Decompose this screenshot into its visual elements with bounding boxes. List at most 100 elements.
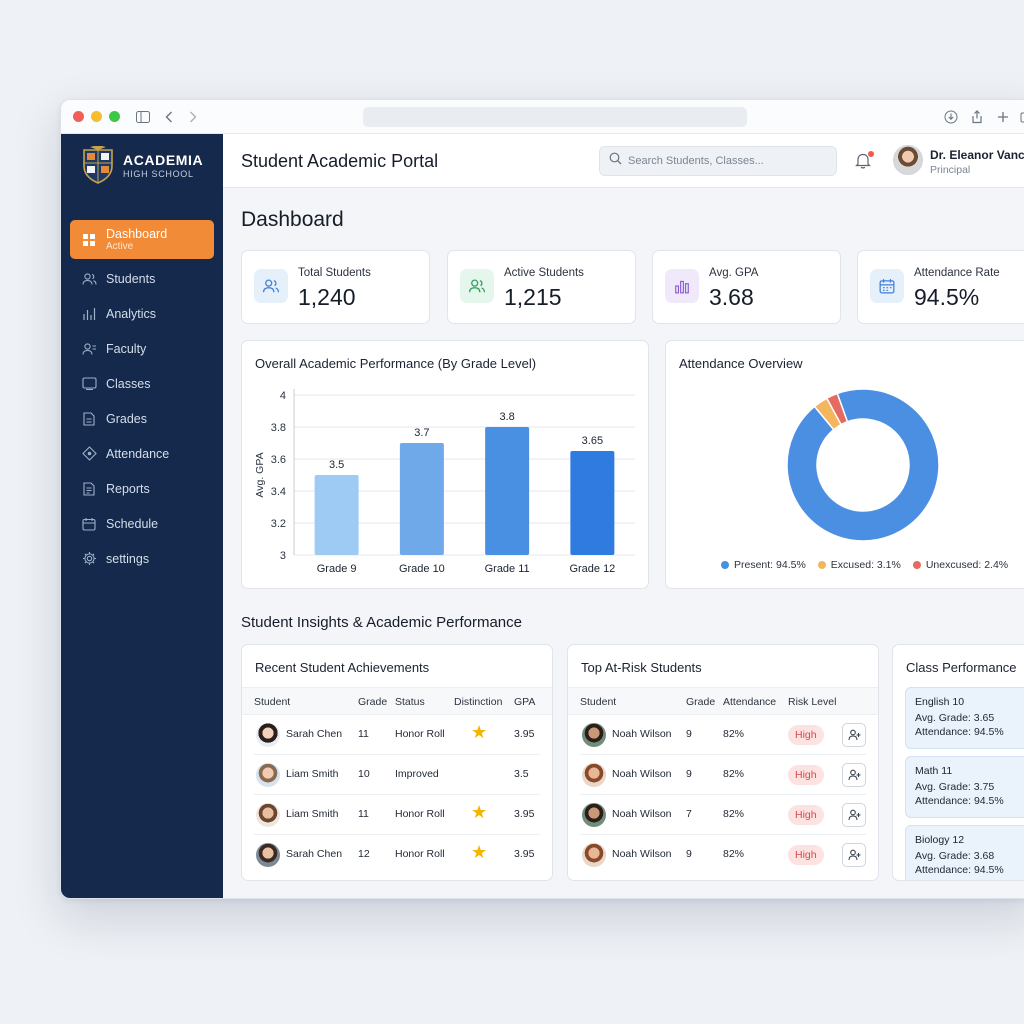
table-row[interactable]: Liam Smith 10 Improved 3.5 [254,755,540,795]
student-avatar [256,723,280,747]
maximize-window-button[interactable] [109,111,120,122]
class-performance-item[interactable]: Biology 12 Avg. Grade: 3.68 Attendance: … [905,825,1024,880]
student-name: Noah Wilson [612,768,672,780]
table-header: Student Grade Attendance Risk Level [568,687,878,715]
column-header: Status [395,696,425,708]
column-header: Risk Level [788,696,837,708]
attendance-legend: Present: 94.5% Excused: 3.1% Unexcused: … [721,559,1020,571]
active-indicator: Active [106,240,134,252]
student-attendance: 82% [723,728,745,740]
table-row[interactable]: Noah Wilson 7 82% High [580,795,866,835]
user-name[interactable]: Dr. Eleanor Vance [930,148,1024,162]
sidebar-item-reports[interactable]: Reports [70,471,214,506]
class-avg-grade: Avg. Grade: 3.75 [915,781,995,793]
download-icon[interactable] [941,107,961,127]
class-attendance: Attendance: 94.5% [915,726,1004,738]
kpi-value: 1,215 [504,284,562,310]
legend-item-present: Present: 94.5% [721,559,806,571]
assign-mentor-button[interactable] [842,723,866,747]
risk-badge: High [788,845,824,865]
user-plus-icon [847,769,860,781]
user-avatar[interactable] [893,145,923,175]
sidebar-item-dashboard[interactable]: Dashboard Active [70,220,214,259]
student-grade: 12 [358,848,370,860]
student-status: Honor Roll [395,728,445,740]
student-avatar [256,763,280,787]
back-icon[interactable] [159,107,179,127]
legend-label: Unexcused: 2.4% [925,559,1009,571]
bar-grade-12 [570,451,615,555]
notification-bell-icon[interactable] [855,151,874,170]
legend-swatch [817,561,826,569]
user-role: Principal [930,164,971,176]
sidebar-item-label: Grades [106,411,147,426]
class-performance-item[interactable]: English 10 Avg. Grade: 3.65 Attendance: … [905,687,1024,749]
student-grade: 11 [358,728,369,740]
student-attendance: 82% [723,848,745,860]
card-title: Class Performance [906,660,1017,675]
new-tab-icon[interactable] [993,107,1013,127]
sidebar-item-attendance[interactable]: Attendance [70,436,214,471]
kpi-card-avg-gpa[interactable]: Avg. GPA 3.68 [652,250,841,324]
main-content: Dashboard Total Students 1,240 Active St… [223,188,1024,898]
kpi-card-active-students[interactable]: Active Students 1,215 [447,250,636,324]
student-avatar [582,803,606,827]
close-window-button[interactable] [73,111,84,122]
minimize-window-button[interactable] [91,111,102,122]
table-row[interactable]: Noah Wilson 9 82% High [580,755,866,795]
table-body: Noah Wilson 9 82% High Noah Wilson 9 82%… [568,715,878,875]
sidebar-item-label: Schedule [106,516,159,531]
class-performance-item[interactable]: Math 11 Avg. Grade: 3.75 Attendance: 94.… [905,756,1024,818]
table-row[interactable]: Liam Smith 11 Honor Roll ★ 3.95 [254,795,540,835]
assign-mentor-button[interactable] [842,803,866,827]
table-row[interactable]: Noah Wilson 9 82% High [580,715,866,755]
student-name: Sarah Chen [286,728,343,740]
school-logo[interactable]: ACADEMIA HIGH SCHOOL [81,146,203,184]
calendar-icon [870,269,904,303]
table-row[interactable]: Noah Wilson 9 82% High [580,835,866,875]
student-avatar [582,723,606,747]
assign-mentor-button[interactable] [842,763,866,787]
tabs-overview-icon[interactable] [1017,107,1024,127]
crest-icon [83,146,113,184]
y-tick-label: 4 [280,390,286,402]
search-input[interactable] [628,155,818,167]
user-plus-icon [847,729,860,741]
search-icon [609,152,622,170]
kpi-label: Total Students [298,267,371,279]
student-grade: 9 [686,848,692,860]
kpi-card-attendance-rate[interactable]: Attendance Rate 94.5% [857,250,1024,324]
student-name: Noah Wilson [612,848,672,860]
sidebar-item-schedule[interactable]: Schedule [70,506,214,541]
student-avatar [256,803,280,827]
table-row[interactable]: Sarah Chen 11 Honor Roll ★ 3.95 [254,715,540,755]
sidebar-item-grades[interactable]: Grades [70,401,214,436]
class-attendance: Attendance: 94.5% [915,864,1004,876]
sidebar-item-faculty[interactable]: Faculty [70,331,214,366]
bar-grade-11 [485,427,530,555]
performance-bar-chart: 3 3.2 3.4 3.6 3.8 4 Avg. GPA 3.5 Grade 9 3.7 Grade… [254,389,635,575]
faculty-icon [81,341,97,357]
share-icon[interactable] [967,107,987,127]
star-icon: ★ [471,722,488,742]
address-bar[interactable] [363,107,747,127]
class-icon [81,376,97,392]
risk-badge: High [788,805,824,825]
search-box[interactable] [599,146,837,176]
at-risk-card: Top At-Risk Students Student Grade Atten… [567,644,879,881]
browser-window: ACADEMIA HIGH SCHOOL Dashboard Active St… [60,99,1024,899]
sidebar-item-classes[interactable]: Classes [70,366,214,401]
student-grade: 9 [686,768,692,780]
bar-grade-9 [314,475,359,555]
kpi-card-total-students[interactable]: Total Students 1,240 [241,250,430,324]
class-avg-grade: Avg. Grade: 3.68 [915,850,995,862]
table-row[interactable]: Sarah Chen 12 Honor Roll ★ 3.95 [254,835,540,875]
legend-swatch [721,561,729,569]
sidebar-toggle-icon[interactable] [133,107,153,127]
sidebar-item-analytics[interactable]: Analytics [70,296,214,331]
assign-mentor-button[interactable] [842,843,866,867]
sidebar-item-settings[interactable]: settings [70,541,214,576]
forward-icon[interactable] [183,107,203,127]
kpi-label: Avg. GPA [709,267,759,279]
sidebar-item-students[interactable]: Students [70,261,214,296]
